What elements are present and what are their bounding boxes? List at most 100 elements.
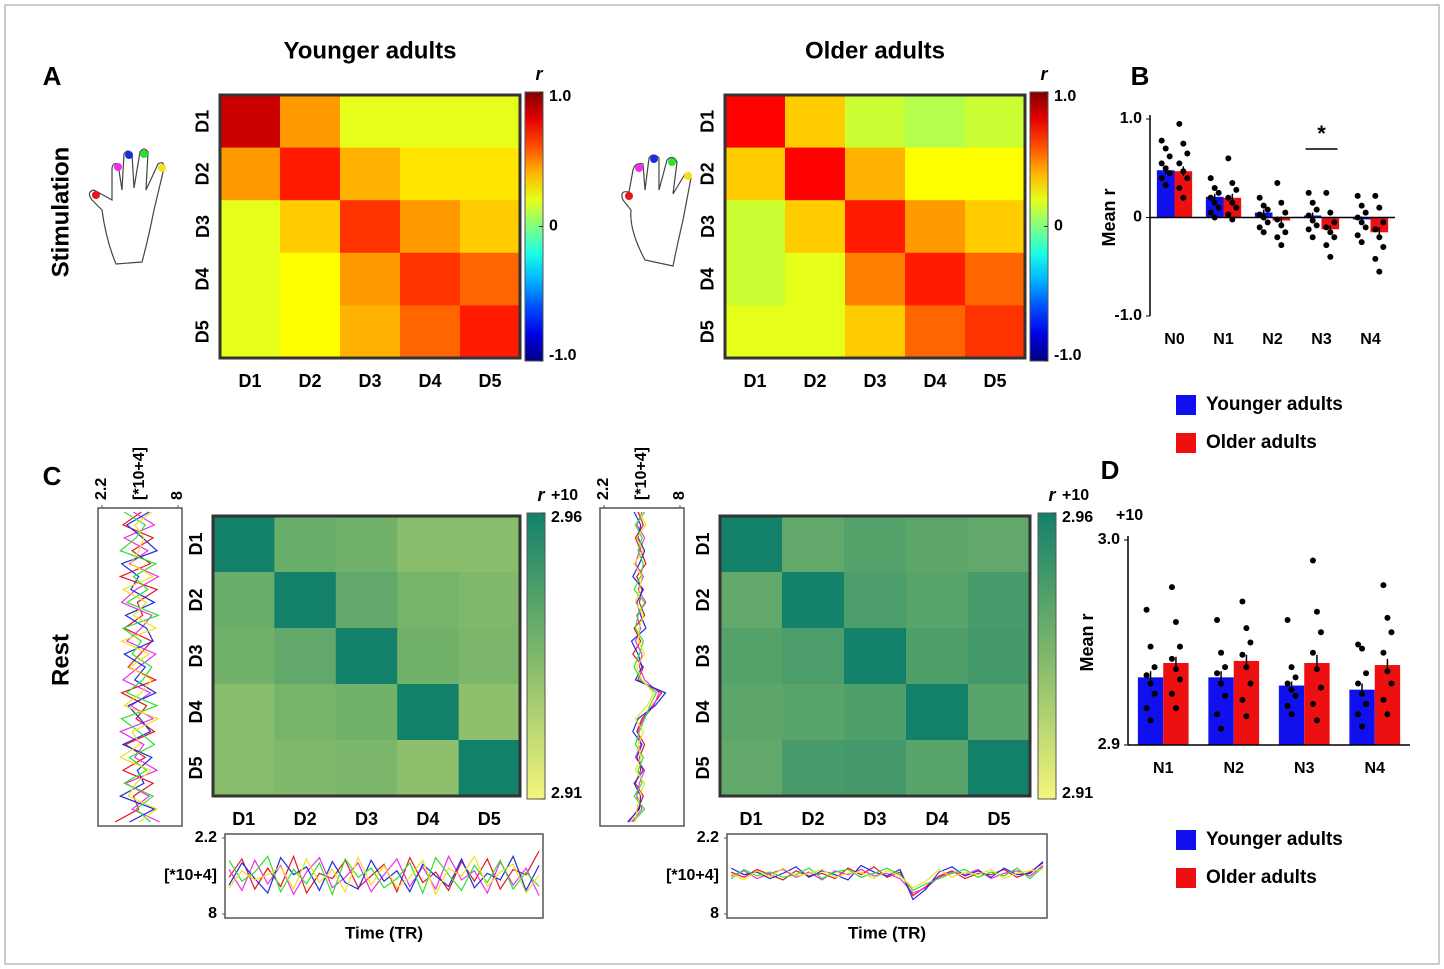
heatmap-cell: [965, 305, 1026, 359]
heatmap-cell: [782, 516, 845, 573]
heatmap-cell: [397, 572, 460, 629]
x-tick-label: N3: [1294, 760, 1315, 777]
data-point: [1143, 606, 1150, 613]
data-point: [1158, 175, 1165, 182]
heatmap-cell: [905, 252, 966, 306]
heatmap-cell: [845, 95, 906, 149]
data-point: [1256, 224, 1263, 231]
data-point: [1309, 217, 1316, 224]
heatmap-cell: [397, 740, 460, 797]
trace-line: [730, 861, 1044, 901]
data-point: [1162, 181, 1169, 188]
row-label: D4: [693, 700, 713, 723]
data-point: [1229, 180, 1236, 187]
heatmap-cell: [725, 95, 786, 149]
data-point: [1282, 209, 1289, 216]
y-tick-label: 3.0: [1098, 531, 1120, 548]
heatmap-cell: [720, 740, 783, 797]
heatmap-cell: [720, 572, 783, 629]
column-label: D1: [739, 809, 762, 829]
heatmap-cell: [720, 684, 783, 741]
data-point: [1172, 619, 1179, 625]
data-point: [1256, 194, 1263, 201]
row-label: D2: [193, 162, 213, 185]
heatmap-cell: [458, 740, 521, 797]
colorbar-tick-label: 2.91: [1062, 785, 1093, 802]
heatmap-cell: [906, 572, 969, 629]
data-point: [1162, 145, 1169, 152]
legend-swatch: [1176, 830, 1196, 850]
data-point: [1247, 639, 1254, 646]
trace-frame: [224, 833, 544, 919]
data-point: [1358, 219, 1365, 226]
data-point: [1305, 189, 1312, 196]
column-label: D4: [416, 809, 439, 829]
y-tick-label: 2.2: [195, 829, 217, 846]
data-point: [1168, 655, 1175, 662]
trace-line: [118, 511, 160, 823]
heatmap-cell: [400, 147, 461, 201]
data-point: [1211, 184, 1218, 191]
data-point: [1207, 175, 1214, 182]
heatmap-cell: [335, 516, 398, 573]
column-label: D5: [983, 371, 1006, 391]
y-tick-label: -1.0: [1114, 307, 1142, 324]
data-point: [1372, 255, 1379, 262]
data-point: [1282, 229, 1289, 236]
heatmap-cell: [844, 684, 907, 741]
panel-label: B: [1131, 61, 1150, 91]
trace-line: [228, 855, 540, 897]
heatmap-cell: [965, 252, 1026, 306]
data-point: [1233, 186, 1240, 193]
data-point: [1355, 680, 1362, 687]
row-label: D1: [698, 110, 718, 133]
data-point: [1284, 703, 1291, 710]
heatmap-cell: [280, 147, 341, 201]
heatmap-cell: [340, 252, 401, 306]
y-tick-label: 8: [671, 491, 688, 500]
colorbar-scale-note: +10: [1062, 487, 1089, 504]
data-point: [1305, 226, 1312, 233]
data-point: [1388, 629, 1395, 636]
heatmap-cell: [905, 147, 966, 201]
heatmap-cell: [335, 684, 398, 741]
data-point: [1184, 175, 1191, 182]
column-label: D3: [355, 809, 378, 829]
trace-frame: [97, 507, 183, 827]
data-point: [1359, 690, 1366, 697]
data-point: [1284, 616, 1291, 623]
heatmap-cell: [274, 572, 337, 629]
y-axis-label: Mean r: [1077, 613, 1097, 671]
row-label: D2: [693, 588, 713, 611]
heatmap-cell: [213, 516, 275, 573]
row-label: D5: [186, 756, 206, 779]
data-point: [1147, 717, 1154, 724]
data-point: [1225, 155, 1232, 162]
x-axis-label: Time (TR): [345, 923, 423, 942]
data-point: [1388, 680, 1395, 687]
data-point: [1239, 651, 1246, 658]
data-point: [1166, 170, 1173, 177]
colorbar-tick-label: 1.0: [1054, 88, 1076, 105]
row-label: D3: [698, 215, 718, 238]
data-point: [1355, 711, 1362, 718]
data-point: [1218, 725, 1225, 732]
column-label: D1: [743, 371, 766, 391]
data-point: [1288, 711, 1295, 718]
row-label: D3: [693, 644, 713, 667]
y-tick-label: 1.0: [1120, 110, 1142, 127]
heatmap-cell: [213, 740, 275, 797]
heatmap-cell: [400, 252, 461, 306]
colorbar-tick-label: 2.96: [1062, 509, 1093, 526]
data-point: [1180, 194, 1187, 201]
heatmap-cell: [274, 516, 337, 573]
data-point: [1363, 701, 1370, 707]
data-point: [1233, 204, 1240, 211]
heatmap-cell: [460, 252, 521, 306]
colorbar-scale-note: +10: [551, 487, 578, 504]
trace-line: [228, 854, 540, 896]
data-point: [1260, 229, 1267, 236]
data-point: [1380, 244, 1387, 251]
data-point: [1313, 717, 1320, 724]
